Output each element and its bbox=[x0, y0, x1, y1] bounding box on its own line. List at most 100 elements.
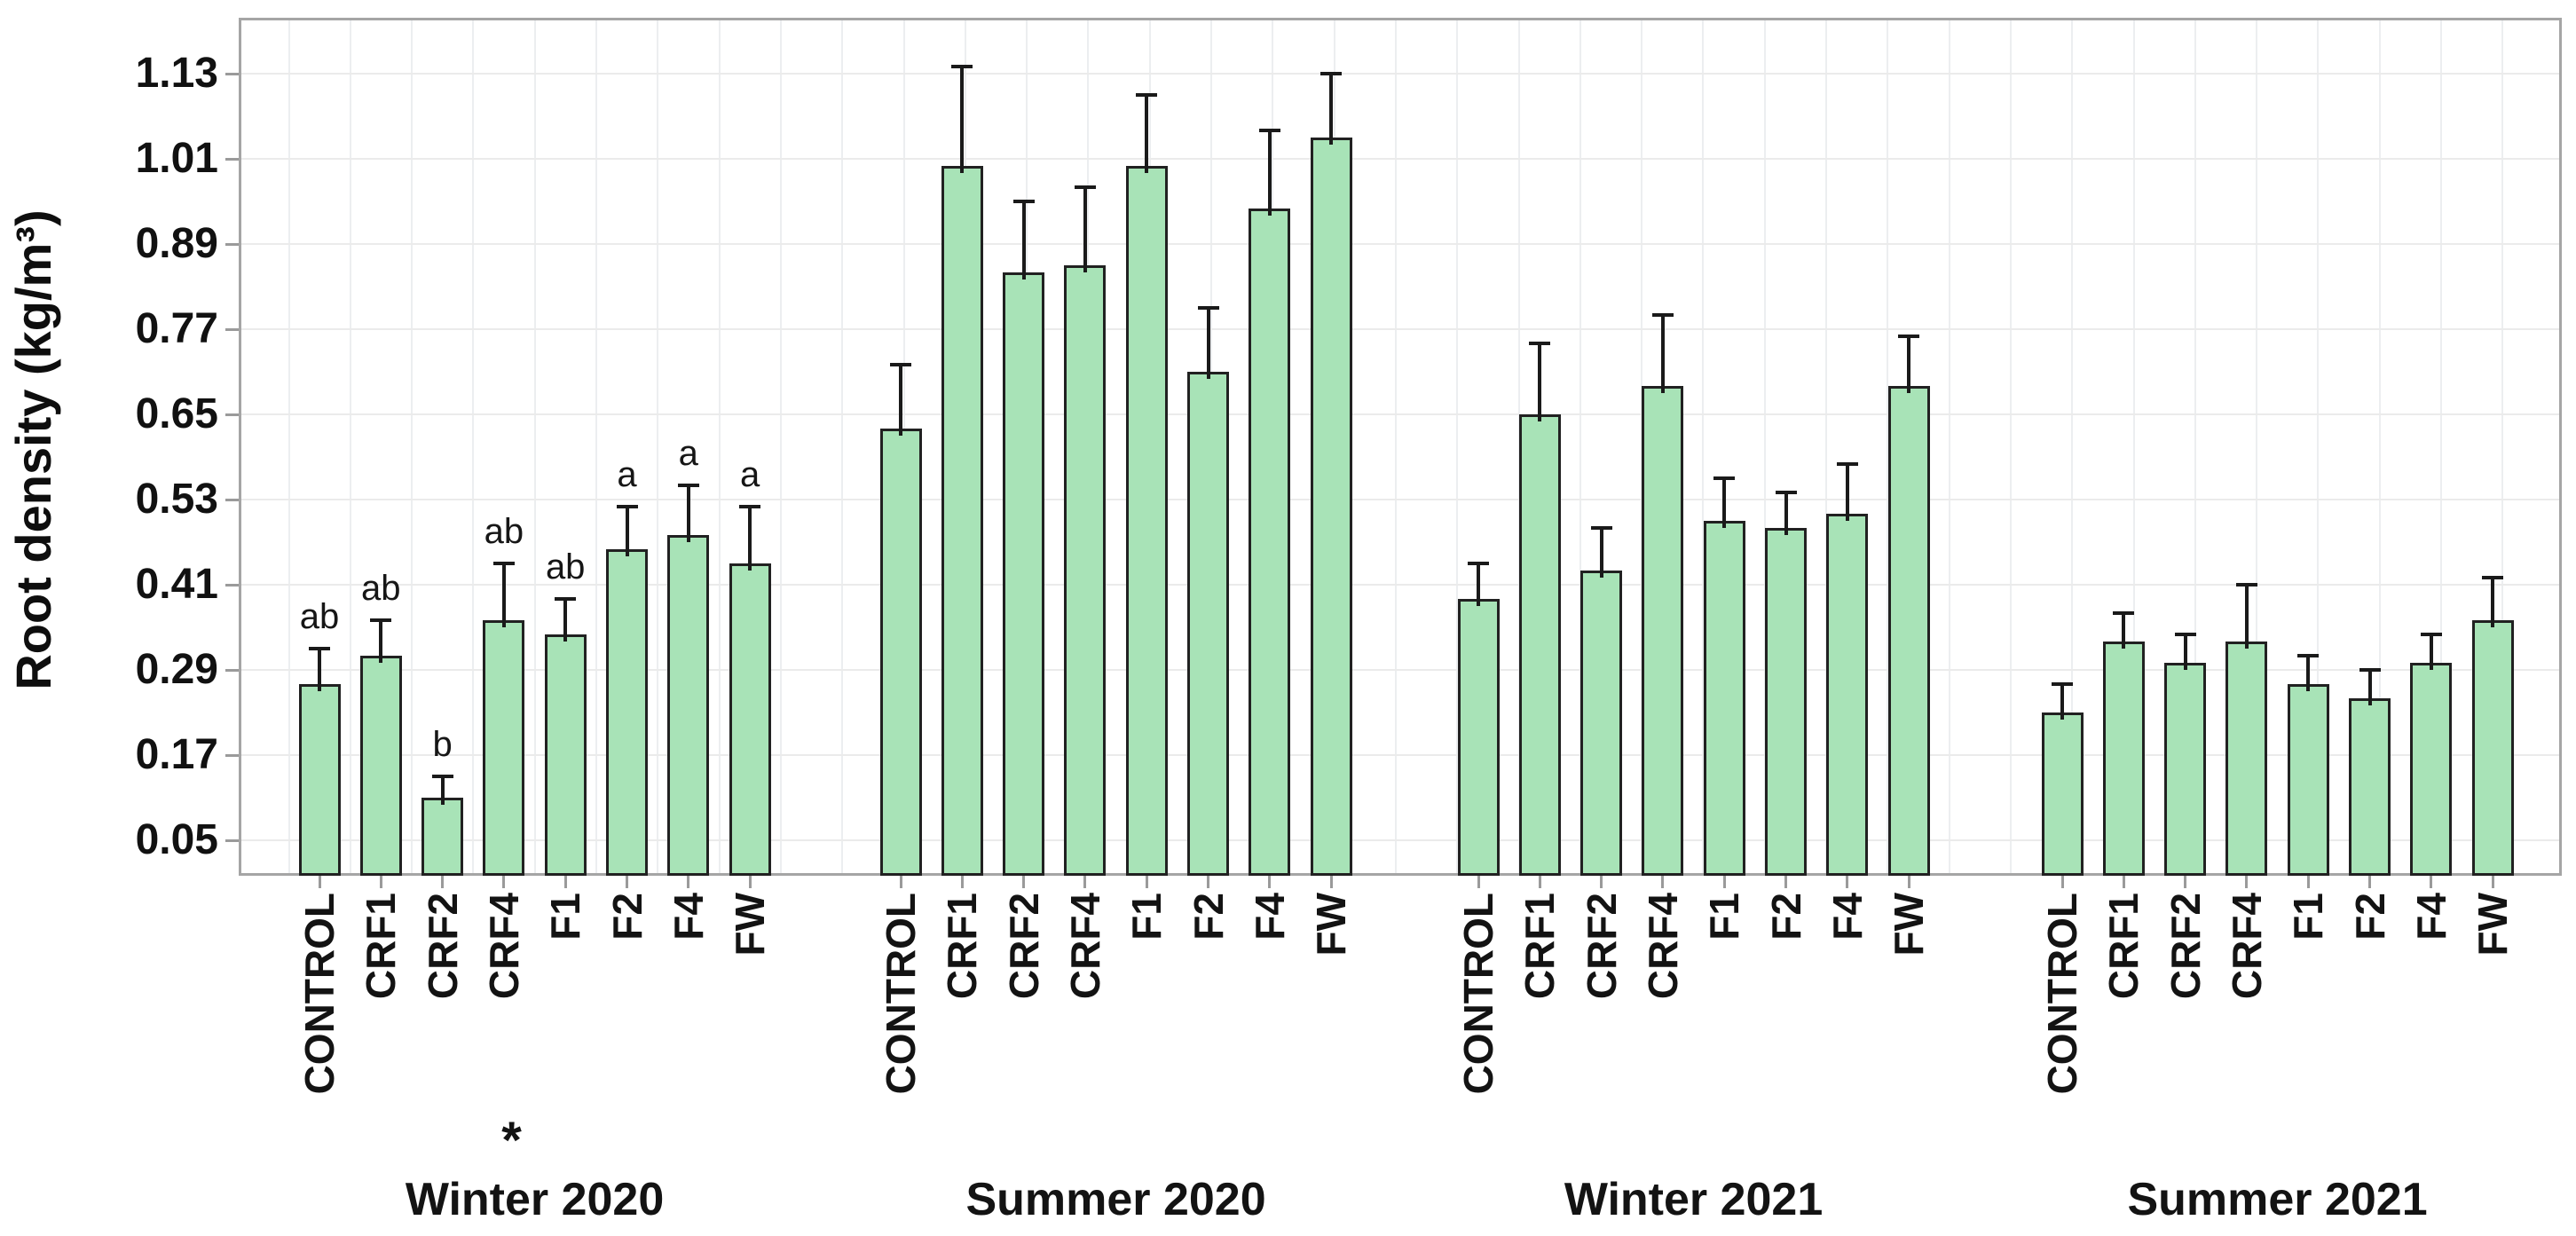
vertical-gridline bbox=[2071, 18, 2074, 876]
vertical-gridline bbox=[657, 18, 659, 876]
bar bbox=[729, 563, 771, 876]
error-bar-cap bbox=[431, 775, 453, 778]
x-axis-tick bbox=[899, 876, 902, 888]
error-bar-cap bbox=[2482, 576, 2504, 579]
y-axis-tick bbox=[225, 242, 239, 246]
x-axis-tick bbox=[748, 876, 752, 888]
x-axis-tick bbox=[1207, 876, 1209, 888]
error-bar-cap bbox=[1468, 562, 1489, 565]
bar bbox=[421, 798, 464, 876]
y-axis-tick-label: 1.13 bbox=[135, 50, 218, 97]
error-bar-line bbox=[1329, 74, 1334, 145]
y-axis-tick-label: 0.17 bbox=[135, 731, 218, 778]
error-bar-cap bbox=[370, 618, 392, 622]
bar bbox=[1826, 514, 1869, 876]
error-bar-line bbox=[625, 507, 629, 556]
error-bar-line bbox=[1267, 130, 1272, 216]
vertical-gridline bbox=[2317, 18, 2320, 876]
bar bbox=[544, 634, 587, 876]
x-axis-tick bbox=[1907, 876, 1910, 888]
error-bar-line bbox=[1907, 336, 1911, 393]
x-axis-tick bbox=[2184, 876, 2187, 888]
error-bar-line bbox=[2060, 684, 2064, 720]
x-axis-tick bbox=[563, 876, 567, 888]
y-axis-tick-label: 0.53 bbox=[135, 476, 218, 523]
error-bar-line bbox=[1083, 187, 1087, 272]
x-category-label: CRF1 bbox=[358, 893, 405, 1000]
x-category-label: CRF4 bbox=[2223, 893, 2270, 1000]
bar bbox=[1580, 571, 1623, 876]
bar bbox=[1064, 265, 1107, 876]
bar bbox=[606, 549, 648, 876]
vertical-gridline bbox=[841, 18, 844, 876]
error-bar-cap bbox=[1836, 462, 1858, 466]
significance-letter: ab bbox=[299, 597, 340, 636]
error-bar-cap bbox=[1012, 200, 1035, 203]
significance-letter: ab bbox=[545, 547, 586, 587]
error-bar-cap bbox=[2420, 633, 2442, 636]
vertical-gridline bbox=[2009, 18, 2012, 876]
x-axis-tick bbox=[1600, 876, 1603, 888]
x-axis-tick bbox=[1145, 876, 1148, 888]
x-axis-tick bbox=[1661, 876, 1665, 888]
bar bbox=[2225, 642, 2268, 876]
error-bar-line bbox=[899, 365, 902, 436]
vertical-gridline bbox=[2378, 18, 2381, 876]
significance-letter: a bbox=[739, 455, 760, 494]
bar bbox=[483, 620, 525, 876]
error-bar-cap bbox=[1074, 185, 1096, 189]
error-bar-line bbox=[1021, 201, 1026, 279]
vertical-gridline bbox=[2132, 18, 2135, 876]
error-bar-line bbox=[318, 649, 321, 691]
x-category-label: CONTROL bbox=[2039, 893, 2085, 1095]
bar bbox=[879, 429, 922, 876]
x-category-label: F1 bbox=[1701, 893, 1748, 941]
error-bar-line bbox=[1145, 95, 1149, 173]
error-bar-cap bbox=[2174, 633, 2196, 636]
y-axis-tick bbox=[225, 327, 239, 331]
bar bbox=[298, 684, 341, 876]
bar bbox=[2471, 620, 2514, 876]
bar bbox=[941, 166, 983, 876]
error-bar-cap bbox=[890, 363, 911, 366]
y-axis-tick-label: 0.29 bbox=[135, 646, 218, 693]
error-bar-cap bbox=[492, 562, 515, 565]
error-bar-line bbox=[379, 620, 383, 663]
x-axis-tick bbox=[2368, 876, 2371, 888]
error-bar-line bbox=[2183, 634, 2187, 670]
error-bar-cap bbox=[555, 597, 577, 601]
vertical-gridline bbox=[411, 18, 414, 876]
x-category-label: CONTROL bbox=[296, 893, 343, 1095]
bar bbox=[1249, 209, 1291, 876]
error-bar-line bbox=[2306, 656, 2311, 691]
bar bbox=[2349, 698, 2391, 876]
bar bbox=[1887, 386, 1930, 876]
horizontal-gridline bbox=[239, 413, 2562, 415]
x-axis-tick bbox=[687, 876, 690, 888]
error-bar-cap bbox=[1197, 306, 1219, 310]
x-category-label: CRF2 bbox=[1000, 893, 1047, 1000]
error-bar-line bbox=[2367, 670, 2372, 705]
vertical-gridline bbox=[288, 18, 290, 876]
error-bar-line bbox=[1599, 528, 1603, 578]
horizontal-gridline bbox=[239, 839, 2562, 841]
bar bbox=[1457, 599, 1500, 876]
x-category-label: CRF4 bbox=[1639, 893, 1686, 1000]
x-category-label: F1 bbox=[542, 893, 589, 941]
y-axis-tick bbox=[225, 498, 239, 501]
error-bar-cap bbox=[677, 484, 699, 487]
x-category-label: FW bbox=[2470, 893, 2517, 957]
error-bar-cap bbox=[2297, 654, 2320, 657]
vertical-gridline bbox=[779, 18, 782, 876]
group-label: Summer 2021 bbox=[2127, 1174, 2428, 1225]
bar bbox=[2102, 642, 2145, 876]
x-axis-tick bbox=[502, 876, 506, 888]
bar bbox=[1187, 372, 1229, 876]
significance-letter: ab bbox=[484, 512, 524, 551]
x-axis-tick bbox=[626, 876, 628, 888]
x-axis-tick bbox=[1329, 876, 1333, 888]
vertical-gridline bbox=[595, 18, 597, 876]
x-axis-tick bbox=[2491, 876, 2494, 888]
y-axis-tick bbox=[225, 413, 239, 416]
